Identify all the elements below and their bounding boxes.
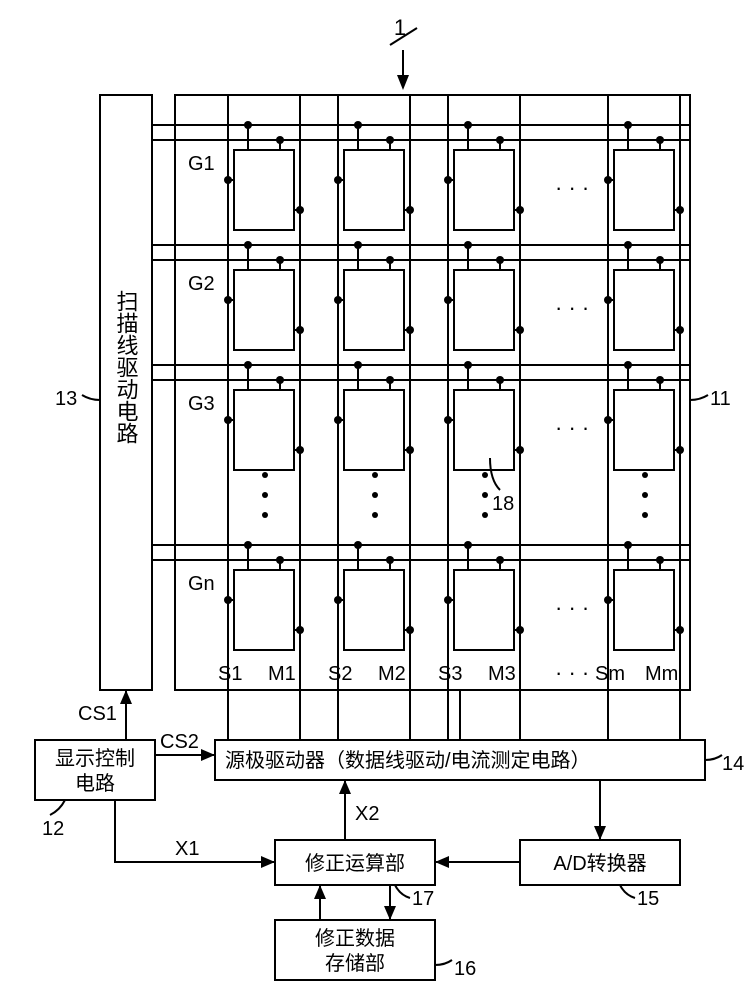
x2-arrowhead [339, 780, 351, 794]
col-ellipsis-2: · · · [555, 295, 589, 320]
row-label-gn: Gn [188, 573, 215, 595]
col-label-m2: M2 [378, 663, 406, 685]
col-label-s1: S1 [218, 663, 242, 685]
cs1-arrowhead [120, 690, 132, 704]
col-label-s2: S2 [328, 663, 352, 685]
ref-12-leader [50, 800, 65, 815]
cs1-label: CS1 [78, 703, 117, 725]
ref-13-leader [82, 395, 100, 400]
ref-11: 11 [710, 388, 731, 410]
display-control-label2: 电路 [75, 772, 115, 795]
ref-18: 18 [492, 493, 514, 515]
x1-arrowhead [261, 856, 275, 868]
col-label-m1: M1 [268, 663, 296, 685]
src-to-adc-arrowhead [594, 826, 606, 840]
ref-14: 14 [722, 753, 744, 775]
col-label-s3: S3 [438, 663, 462, 685]
col-ellipsis-1: · · · [555, 175, 589, 200]
ref-13: 13 [55, 388, 77, 410]
col-label-sm: Sm [595, 663, 625, 685]
ref-16-leader [435, 960, 452, 965]
row-label-g3: G3 [188, 393, 215, 415]
correction-store-label1: 修正数据 [315, 927, 395, 950]
diagram-canvas: 1 扫描线驱动电路 G1 G2 G3 Gn S1 M1 S2 M2 S3 M3 … [0, 0, 748, 1000]
source-driver-label: 源极驱动器（数据线驱动/电流测定电路） [225, 749, 591, 772]
cs2-arrowhead [201, 749, 215, 761]
row-label-g2: G2 [188, 273, 215, 295]
corr-to-store-arrowhead [384, 906, 396, 920]
cs2-label: CS2 [160, 731, 199, 753]
ref-14-leader [705, 755, 722, 760]
col-ellipsis-bot: · · · [555, 660, 589, 685]
ref-11-leader [690, 395, 708, 400]
col-ellipsis-3: · · · [555, 415, 589, 440]
col-ellipsis-4: · · · [555, 595, 589, 620]
col-label-m3: M3 [488, 663, 516, 685]
x2-label: X2 [355, 803, 379, 825]
display-control-label1: 显示控制 [55, 747, 135, 770]
row-label-g1: G1 [188, 153, 215, 175]
store-to-corr-arrowhead [314, 885, 326, 899]
x1-label: X1 [175, 838, 199, 860]
col-label-mm: Mm [645, 663, 678, 685]
correction-calc-label: 修正运算部 [305, 852, 405, 875]
ref-15: 15 [637, 888, 659, 910]
adc-to-corr-arrowhead [435, 856, 449, 868]
ref-17-leader [395, 885, 410, 898]
ref-16: 16 [454, 958, 476, 980]
adc-label: A/D转换器 [553, 852, 646, 875]
ref-15-leader [620, 885, 635, 898]
ref-17: 17 [412, 888, 434, 910]
correction-store-label2: 存储部 [325, 952, 385, 975]
ref-top-arrowhead [397, 75, 409, 90]
scan-driver-label: 扫描线驱动电路 [114, 290, 139, 444]
ref-12: 12 [42, 818, 64, 840]
